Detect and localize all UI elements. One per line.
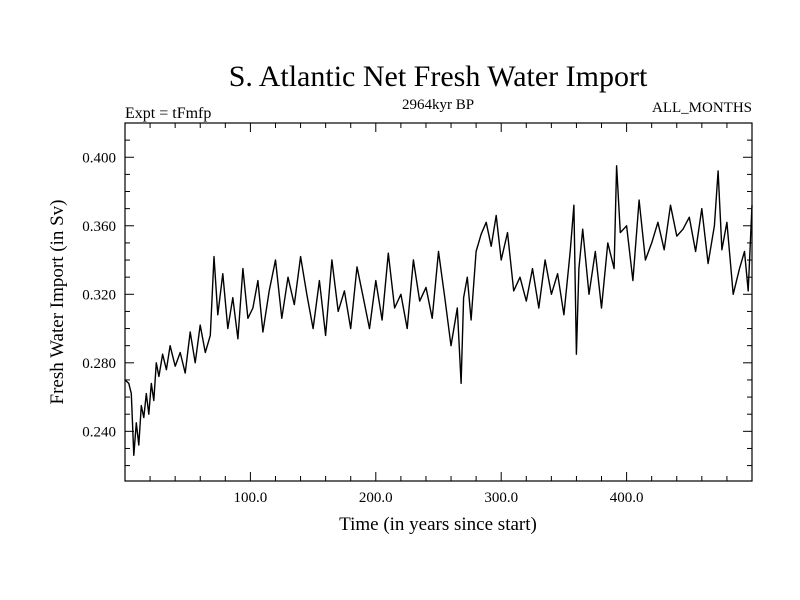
plot-frame — [124, 122, 753, 482]
y-tick-label: 0.280 — [82, 356, 116, 372]
chart-title: S. Atlantic Net Fresh Water Import — [229, 60, 648, 93]
series-line — [124, 165, 753, 456]
x-axis-label: Time (in years since start) — [339, 514, 537, 535]
y-tick-label: 0.400 — [82, 150, 116, 166]
x-tick-label: 100.0 — [234, 490, 268, 506]
y-axis-label: Fresh Water Import (in Sv) — [47, 200, 68, 405]
x-tick-label: 200.0 — [359, 490, 393, 506]
y-tick-label: 0.320 — [82, 287, 116, 303]
experiment-label: Expt = tFmfp — [125, 105, 211, 122]
y-tick-label: 0.240 — [82, 424, 116, 440]
x-tick-label: 300.0 — [484, 490, 518, 506]
x-tick-label: 400.0 — [610, 490, 644, 506]
axis-tick-labels: 100.0 200.0 300.0 400.0 0.240 0.280 0.320 0.360… — [82, 150, 643, 506]
months-label: ALL_MONTHS — [652, 100, 752, 116]
axis-ticks — [125, 123, 752, 481]
y-tick-label: 0.360 — [82, 219, 116, 235]
chart-subtitle: 2964kyr BP — [402, 97, 474, 113]
